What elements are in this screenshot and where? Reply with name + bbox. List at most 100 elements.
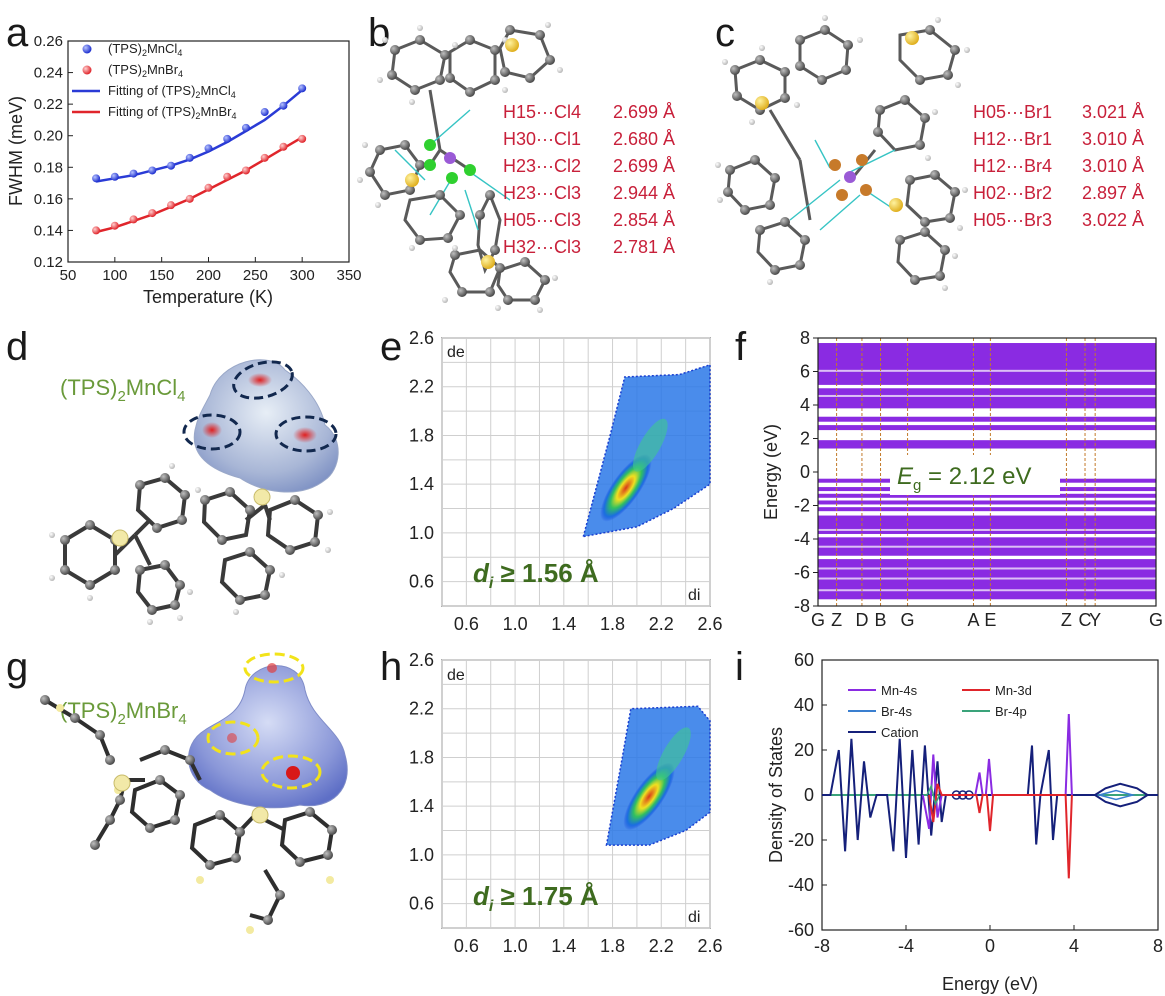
y-axis-label-i: Density of States bbox=[766, 727, 786, 863]
dos-curve-cation-upper bbox=[1094, 782, 1149, 796]
dos-curves-i bbox=[822, 713, 1158, 879]
fit-line-br bbox=[95, 136, 303, 234]
contact-b-pair: H23···Cl3 bbox=[503, 183, 581, 203]
contact-b-pair: H05···Cl3 bbox=[503, 210, 581, 230]
y-tick-label: 1.8 bbox=[409, 425, 434, 445]
fingerprint-edge bbox=[605, 705, 711, 846]
di-annotation-h: di ≥ 1.75 Å bbox=[473, 881, 599, 915]
x-axis-label-i: Energy (eV) bbox=[942, 974, 1038, 994]
panel-d: d (TPS)2MnCl4 bbox=[6, 325, 339, 625]
axis-ticks-h: 0.6 1.0 1.4 1.8 2.2 2.6 0.6 1.0 1.4 1.8 2.2 2.6 bbox=[409, 650, 723, 956]
valence-band-upper bbox=[818, 515, 1156, 534]
y-tick-label-i: -40 bbox=[788, 875, 814, 895]
data-point-br bbox=[204, 183, 213, 192]
data-point-cl bbox=[148, 166, 157, 175]
kpoint-label: Y bbox=[1089, 610, 1101, 630]
dos-curve-mn3d bbox=[928, 783, 1073, 879]
y-tick-label-a: 0.16 bbox=[34, 191, 63, 208]
data-point-br bbox=[260, 153, 269, 162]
y-tick-label-a: 0.14 bbox=[34, 222, 63, 239]
legend-marker-br bbox=[82, 65, 92, 75]
data-point-br bbox=[167, 201, 176, 210]
legend-label-br4p: Br-4p bbox=[995, 704, 1027, 719]
panel-label-b: b bbox=[368, 11, 390, 55]
kpoint-label: G bbox=[811, 610, 825, 630]
x-tick-label: 1.8 bbox=[600, 936, 625, 956]
data-point-cl bbox=[279, 101, 288, 110]
contact-b-pair: H23···Cl2 bbox=[503, 156, 581, 176]
conduction-band-mid bbox=[818, 388, 1156, 409]
x-tick-label-i: -8 bbox=[814, 936, 830, 956]
band-gap-line bbox=[818, 369, 1156, 372]
panel-label-f: f bbox=[735, 325, 747, 369]
kpoint-label: G bbox=[901, 610, 915, 630]
x-tick-label: 2.6 bbox=[697, 936, 722, 956]
contact-c-distance: 3.010 Å bbox=[1082, 156, 1144, 176]
y-tick-label-a: 0.26 bbox=[34, 33, 63, 50]
kpoint-label: D bbox=[855, 610, 868, 630]
contact-b-pair: H30···Cl1 bbox=[503, 129, 581, 149]
band-gap-line bbox=[818, 545, 1156, 548]
x-axis-label-a: Temperature (K) bbox=[143, 287, 273, 307]
molecule-c bbox=[715, 15, 970, 291]
y-tick-label-a: 0.18 bbox=[34, 159, 63, 176]
y-tick-label: 0.6 bbox=[409, 572, 434, 592]
y-tick-label-i: 0 bbox=[804, 785, 814, 805]
data-point-cl bbox=[223, 134, 232, 143]
x-axis-label-h: di bbox=[688, 909, 700, 926]
y-tick-label-a: 0.24 bbox=[34, 65, 63, 82]
kpoint-label: G bbox=[1149, 610, 1163, 630]
y-tick-label-f: -8 bbox=[794, 596, 810, 616]
y-axis-label-f: Energy (eV) bbox=[761, 424, 781, 520]
data-point-cl bbox=[185, 153, 194, 162]
contact-c-pair: H12···Br4 bbox=[973, 156, 1052, 176]
legend-label-mn3d: Mn-3d bbox=[995, 683, 1032, 698]
data-point-cl bbox=[204, 144, 213, 153]
band-gap-line bbox=[818, 394, 1156, 397]
x-tick-label-a: 50 bbox=[60, 267, 77, 284]
y-tick-label: 2.2 bbox=[409, 377, 434, 397]
y-tick-label: 2.6 bbox=[409, 650, 434, 670]
data-point-cl bbox=[298, 84, 307, 93]
y-tick-label-i: 60 bbox=[794, 650, 814, 670]
gap-label-f: Eg = 2.12 eV bbox=[897, 463, 1031, 494]
legend-label-cation: Cation bbox=[881, 725, 919, 740]
legend-label-fit-br: Fitting of (TPS)2MnBr4 bbox=[108, 104, 237, 121]
contact-b-distance: 2.699 Å bbox=[613, 156, 675, 176]
y-axis-label-e: de bbox=[447, 344, 465, 361]
contact-b-pair: H32···Cl3 bbox=[503, 237, 581, 257]
x-tick-label: 1.4 bbox=[551, 936, 576, 956]
band-gap-line bbox=[818, 577, 1156, 580]
data-point-cl bbox=[241, 123, 250, 132]
y-tick-label: 1.4 bbox=[409, 474, 434, 494]
y-tick-label-a: 0.22 bbox=[34, 96, 63, 113]
legend-label-br4s: Br-4s bbox=[881, 704, 913, 719]
valence-band-line bbox=[818, 493, 1156, 498]
y-tick-label-f: -2 bbox=[794, 496, 810, 516]
y-tick-label: 0.6 bbox=[409, 894, 434, 914]
gap-label-bg bbox=[890, 455, 1060, 495]
di-annotation-e: di ≥ 1.56 Å bbox=[473, 558, 599, 592]
kpoint-label: C bbox=[1079, 610, 1092, 630]
x-tick-label: 2.6 bbox=[697, 614, 722, 634]
x-tick-label: 0.6 bbox=[454, 614, 479, 634]
conduction-band-line bbox=[818, 440, 1156, 446]
contact-c-distance: 3.021 Å bbox=[1082, 102, 1144, 122]
conduction-band-line bbox=[818, 443, 1156, 449]
y-tick-label: 1.4 bbox=[409, 796, 434, 816]
contact-b-distance: 2.699 Å bbox=[613, 102, 675, 122]
legend-marker-cl bbox=[82, 44, 92, 54]
x-tick-label-i: 8 bbox=[1153, 936, 1163, 956]
y-tick-label: 1.8 bbox=[409, 747, 434, 767]
data-point-cl bbox=[92, 174, 101, 183]
x-tick-label: 2.2 bbox=[649, 936, 674, 956]
x-tick-label-a: 350 bbox=[336, 267, 361, 284]
x-tick-label-a: 150 bbox=[149, 267, 174, 284]
data-point-br bbox=[148, 209, 157, 218]
legend-a: (TPS)2MnCl4 (TPS)2MnBr4 Fitting of (TPS)… bbox=[72, 41, 237, 121]
conduction-band-line bbox=[818, 425, 1156, 431]
legend-label-mn4s: Mn-4s bbox=[881, 683, 918, 698]
x-tick-label: 1.8 bbox=[600, 614, 625, 634]
